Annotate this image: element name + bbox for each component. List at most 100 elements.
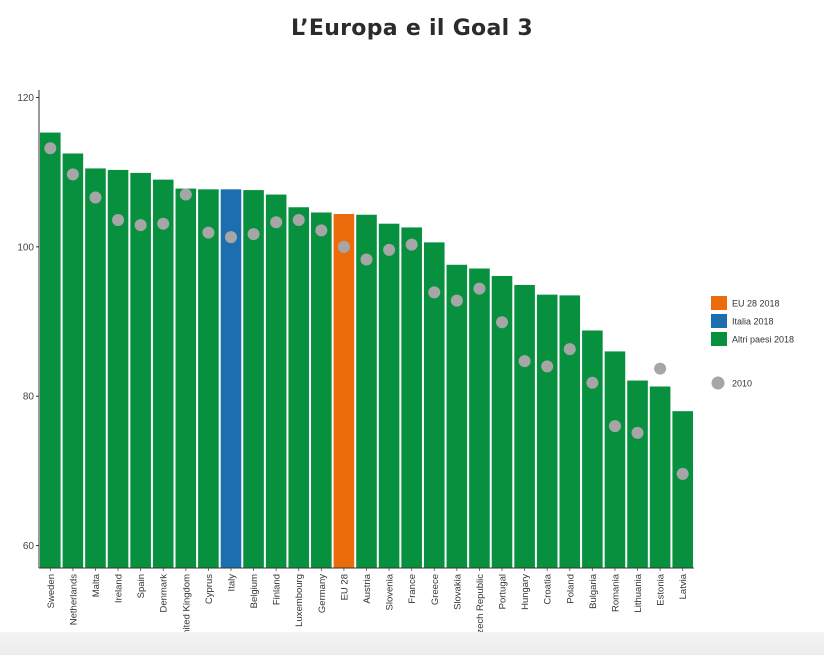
legend-label: EU 28 2018 [732, 299, 780, 309]
bars-layer [40, 132, 693, 569]
y-tick-label: 60 [23, 541, 35, 552]
dot-2010-eu-28 [337, 240, 350, 253]
axes-layer: 60 80 100 120 [17, 90, 694, 571]
dot-2010-netherlands [66, 168, 79, 181]
dot-2010-luxembourg [292, 213, 305, 226]
legend-swatch [711, 332, 727, 346]
bar-romania [604, 351, 626, 568]
y-tick-label: 100 [17, 242, 34, 253]
category-label: Italy [226, 574, 237, 592]
bar-eu-28 [333, 213, 355, 569]
category-label: Lithuania [633, 573, 644, 612]
bar-sweden [40, 132, 61, 568]
dot-2010-denmark [157, 217, 170, 230]
dot-2010-malta [89, 191, 102, 204]
chart-title: L’Europa e il Goal 3 [290, 16, 534, 41]
category-label: Romania [610, 573, 621, 612]
category-label: Croatia [543, 573, 554, 604]
category-label: Latvia [678, 573, 689, 599]
bar-belgium [243, 190, 264, 568]
category-label: Denmark [159, 574, 170, 613]
bar-portugal [491, 275, 513, 568]
category-label: Poland [565, 574, 576, 604]
category-label: Portugal [498, 574, 509, 609]
category-label: Greece [430, 574, 441, 605]
dots-2010-layer [44, 142, 689, 480]
category-label: Czech Republic [475, 574, 486, 641]
category-label: Austria [362, 573, 373, 603]
bar-czech-republic [469, 268, 490, 568]
dot-2010-croatia [541, 360, 554, 373]
category-label: Cyprus [204, 574, 215, 604]
bar-latvia [672, 411, 693, 568]
legend-swatch [711, 314, 727, 328]
dot-2010-slovakia [450, 294, 463, 307]
bar-denmark [152, 179, 174, 569]
bar-greece [423, 242, 445, 569]
bar-france [401, 227, 422, 568]
dot-2010-cyprus [202, 226, 215, 239]
category-label: France [407, 574, 418, 604]
category-label: Germany [317, 574, 328, 613]
dot-2010-romania [608, 420, 621, 433]
dot-2010-portugal [496, 316, 509, 329]
category-label: Belgium [249, 574, 260, 608]
bar-slovakia [446, 264, 468, 568]
dot-2010-austria [360, 253, 373, 266]
bar-united-kingdom [175, 188, 197, 568]
dot-2010-czech-republic [473, 282, 486, 295]
bar-slovenia [378, 223, 400, 568]
bar-ireland [107, 169, 129, 569]
legend-swatch [711, 296, 727, 310]
dot-2010-ireland [112, 213, 125, 226]
dot-2010-lithuania [631, 426, 644, 439]
category-label: EU 28 [339, 574, 350, 600]
category-label: Slovenia [385, 573, 396, 610]
dot-2010-germany [315, 224, 328, 237]
category-label: Slovakia [452, 573, 463, 610]
dot-2010-estonia [654, 362, 667, 375]
category-label: Ireland [114, 574, 125, 603]
bar-luxembourg [288, 207, 310, 568]
category-label: Bulgaria [588, 573, 599, 609]
dot-2010-greece [428, 286, 441, 299]
dot-2010-france [405, 238, 418, 251]
dot-2010-slovenia [383, 243, 396, 256]
bar-austria [356, 214, 377, 569]
category-labels-layer: Sweden Netherlands Malta Ireland Spain Denmar… [46, 573, 689, 641]
category-label: Netherlands [68, 574, 79, 625]
bar-netherlands [62, 153, 84, 569]
bar-poland [559, 295, 581, 568]
category-label: Estonia [656, 573, 667, 605]
category-label: Spain [136, 574, 147, 598]
bar-italy [220, 189, 242, 568]
dot-2010-sweden [44, 142, 57, 155]
bar-cyprus [198, 189, 219, 568]
legend-label: Italia 2018 [732, 317, 774, 327]
y-tick-label: 80 [23, 392, 35, 403]
dot-2010-italy [224, 231, 237, 244]
y-tick-label: 120 [17, 93, 34, 104]
category-label: Hungary [520, 574, 531, 610]
dot-2010-belgium [247, 228, 260, 241]
dot-2010-hungary [518, 355, 531, 368]
bar-lithuania [627, 380, 648, 568]
legend: EU 28 2018 Italia 2018 Altri paesi 2018 201… [711, 296, 794, 390]
dot-2010-latvia [676, 467, 689, 480]
bar-estonia [649, 386, 671, 568]
bottom-band [0, 632, 824, 655]
bar-croatia [536, 294, 558, 568]
bar-hungary [514, 284, 535, 568]
category-label: Finland [272, 574, 283, 605]
bar-finland [265, 194, 287, 568]
dot-2010-finland [270, 216, 283, 229]
bar-malta [85, 168, 106, 569]
dot-2010-poland [563, 343, 576, 356]
dot-2010-spain [134, 219, 147, 232]
dot-2010-bulgaria [586, 376, 599, 389]
category-label: Luxembourg [294, 574, 305, 627]
bar-germany [311, 212, 332, 569]
category-label: Sweden [46, 574, 57, 608]
dot-2010-united-kingdom [179, 188, 192, 201]
